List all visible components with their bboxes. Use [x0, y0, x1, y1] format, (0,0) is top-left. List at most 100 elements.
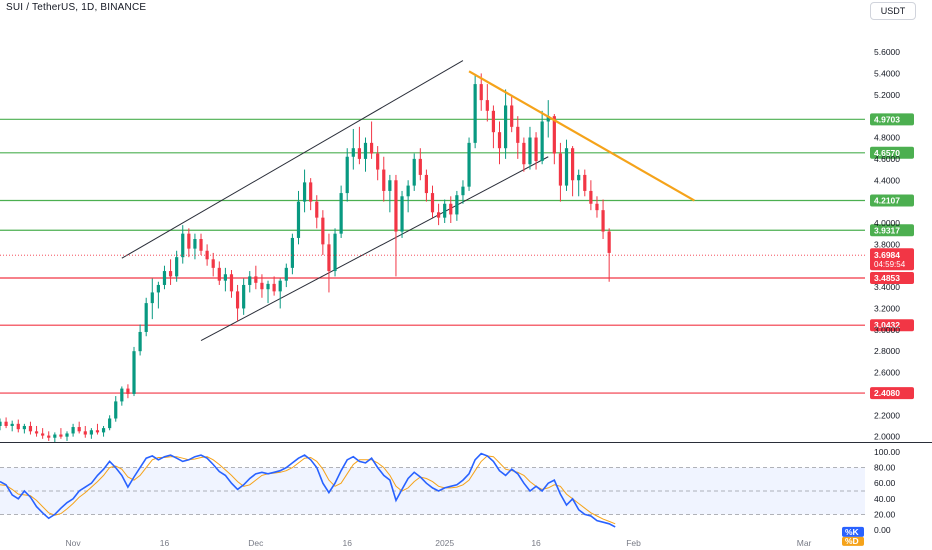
price-tick-label: 5.2000	[874, 90, 900, 100]
candle	[47, 431, 51, 441]
candle-body	[296, 201, 301, 238]
candle-body	[278, 280, 282, 292]
candle-body	[199, 239, 203, 251]
candle-body	[47, 435, 51, 438]
level-price-tag	[870, 194, 914, 207]
candle	[528, 126, 532, 170]
level-price-label: 3.9317	[874, 225, 900, 235]
candle-body	[467, 142, 471, 187]
level-price-tag	[870, 387, 914, 400]
candle-body	[41, 433, 45, 436]
candle-body	[333, 233, 337, 272]
candle-body	[181, 233, 185, 258]
candle-body	[132, 351, 136, 394]
candle	[540, 110, 544, 165]
candle-body	[309, 182, 313, 202]
candle	[16, 419, 20, 433]
candle-body	[376, 153, 380, 170]
candle-body	[595, 203, 599, 211]
candle	[430, 185, 435, 218]
candle-body	[59, 434, 63, 437]
candle	[77, 421, 81, 434]
candle-body	[83, 431, 87, 435]
candle	[34, 425, 39, 437]
candle-body	[412, 158, 416, 186]
time-tick-label: Feb	[626, 538, 641, 548]
candle	[217, 261, 221, 285]
candle	[242, 278, 246, 315]
level-price-tag	[870, 319, 914, 332]
stoch-k-tag	[842, 526, 864, 537]
candle	[187, 228, 191, 258]
candle	[296, 190, 301, 245]
candle-body	[10, 423, 14, 426]
candle-body	[449, 203, 453, 215]
price-tick-label: 5.4000	[874, 68, 900, 78]
candle-body	[473, 84, 477, 143]
level-price-label: 3.0432	[874, 320, 900, 330]
candle	[321, 210, 325, 256]
candle	[546, 100, 550, 138]
candle	[211, 252, 215, 277]
stoch-tick-label: 80.00	[874, 463, 896, 473]
price-tick-label: 4.6000	[874, 154, 900, 164]
candle-body	[22, 425, 26, 430]
price-tick-label: 5.6000	[874, 47, 900, 57]
price-tick-label: 3.4000	[874, 282, 900, 292]
candle	[424, 169, 429, 202]
level-price-label: 4.6570	[874, 148, 900, 158]
candle-body	[321, 217, 325, 245]
candle-body	[558, 153, 563, 186]
stoch-d-label: %D	[845, 536, 859, 546]
candle	[0, 418, 2, 431]
candle	[436, 203, 441, 226]
candle-body	[430, 193, 435, 213]
candle-body	[242, 284, 246, 309]
candle	[455, 190, 459, 221]
candle	[22, 423, 26, 434]
candle	[254, 265, 258, 290]
candle	[382, 156, 386, 202]
candle	[114, 396, 118, 422]
channel-lower-line	[200, 156, 549, 341]
candle-body	[601, 210, 605, 232]
price-tick-label: 2.2000	[874, 410, 900, 420]
candle-body	[357, 148, 362, 159]
candle-body	[424, 174, 429, 194]
candle	[449, 196, 453, 223]
candle	[601, 199, 605, 240]
candle-body	[187, 233, 191, 249]
candle	[443, 199, 447, 223]
candle	[89, 428, 93, 439]
candle	[175, 250, 179, 282]
candle-body	[577, 174, 581, 181]
candle-body	[120, 388, 124, 402]
candle-body	[503, 105, 508, 149]
candle	[473, 74, 477, 149]
candle	[120, 386, 124, 406]
candle-body	[351, 148, 355, 157]
candle-body	[534, 137, 538, 162]
candle	[491, 105, 496, 149]
candle	[229, 269, 234, 298]
candle	[290, 233, 294, 275]
candle-body	[89, 430, 93, 435]
candle	[583, 169, 587, 197]
candle	[388, 174, 392, 213]
candle	[28, 421, 33, 435]
candle	[302, 169, 307, 213]
candle	[479, 73, 483, 111]
candle	[223, 267, 227, 292]
candle	[168, 259, 173, 285]
candle-body	[248, 276, 252, 285]
currency-button[interactable]: USDT	[870, 2, 916, 20]
channel-upper-line	[121, 60, 464, 259]
candle-body	[138, 331, 142, 352]
candle-body	[156, 284, 160, 293]
candle-body	[260, 282, 264, 290]
candle	[132, 346, 136, 397]
candle	[418, 148, 422, 181]
stoch-tick-label: 20.00	[874, 509, 896, 519]
candle-body	[144, 303, 148, 332]
